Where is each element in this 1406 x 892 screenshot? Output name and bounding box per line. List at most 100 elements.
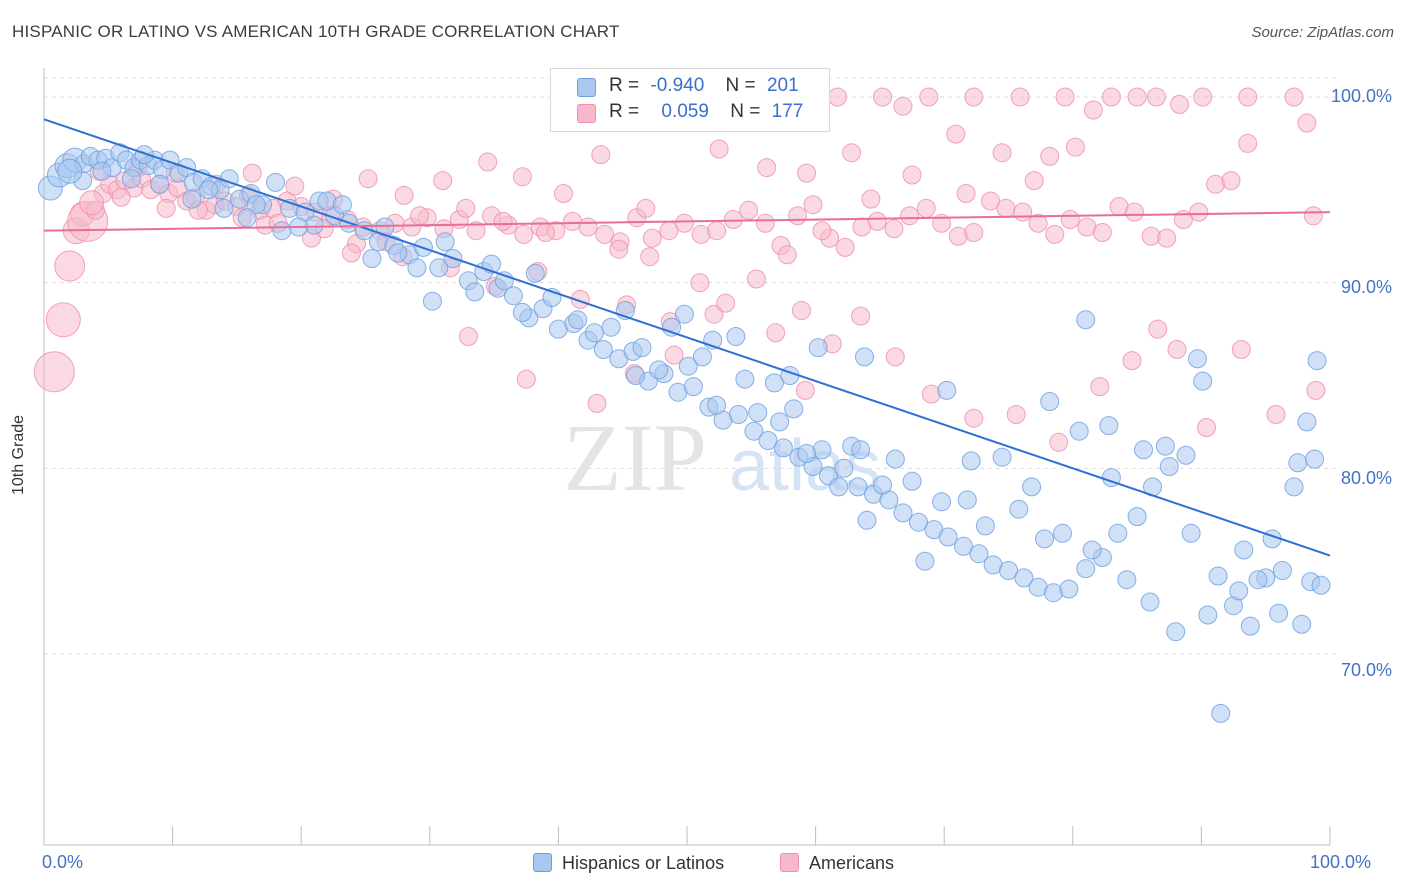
- data-point: [773, 438, 793, 458]
- data-point: [111, 187, 131, 207]
- data-point: [893, 96, 913, 116]
- y-tick-90: 90.0%: [1340, 277, 1392, 297]
- data-point: [478, 152, 498, 172]
- data-point: [975, 516, 995, 536]
- bottom-legend-americans: Americans: [780, 853, 894, 874]
- data-point: [1140, 592, 1160, 612]
- data-point: [1167, 340, 1187, 359]
- data-point: [885, 449, 905, 469]
- data-point: [808, 338, 828, 358]
- data-point: [79, 190, 105, 216]
- data-point: [503, 286, 523, 306]
- data-point: [1197, 418, 1216, 437]
- data-point: [1188, 349, 1207, 369]
- data-point: [1269, 603, 1289, 623]
- data-point: [792, 301, 811, 320]
- data-point: [902, 165, 922, 185]
- data-point: [1297, 412, 1317, 432]
- data-point: [851, 306, 871, 326]
- data-point: [341, 243, 361, 263]
- data-point: [593, 340, 613, 359]
- data-point: [465, 282, 485, 302]
- data-point: [512, 167, 532, 187]
- data-point: [1189, 202, 1209, 222]
- data-point: [587, 393, 607, 413]
- data-point: [458, 327, 478, 346]
- data-point: [1176, 445, 1196, 465]
- data-point: [748, 403, 768, 423]
- data-point: [456, 198, 476, 218]
- data-point: [1288, 453, 1308, 473]
- legend-n-value: 201: [766, 75, 799, 96]
- data-point: [1049, 432, 1069, 452]
- data-point: [964, 223, 984, 242]
- data-point: [609, 239, 629, 259]
- data-point: [777, 245, 797, 265]
- data-point: [514, 224, 534, 244]
- data-point: [1006, 405, 1026, 424]
- data-point: [626, 366, 646, 385]
- data-point: [788, 206, 808, 226]
- data-point: [214, 198, 234, 218]
- data-point: [867, 211, 887, 231]
- stats-legend: R = -0.940 N = 201 R = 0.059 N = 177: [550, 68, 830, 132]
- data-point: [1198, 605, 1218, 625]
- data-point: [1148, 319, 1168, 339]
- data-point: [33, 351, 75, 393]
- data-point: [674, 213, 694, 233]
- data-point: [707, 395, 727, 415]
- data-point: [1009, 499, 1029, 519]
- data-point: [1238, 87, 1258, 107]
- data-point: [1305, 449, 1325, 469]
- data-point: [632, 338, 652, 358]
- data-point: [1208, 566, 1228, 586]
- legend-r-label: R =: [609, 75, 640, 96]
- data-point: [1010, 87, 1030, 107]
- data-point: [512, 302, 532, 322]
- data-point: [1069, 421, 1089, 441]
- data-point: [797, 444, 817, 463]
- data-point: [861, 189, 881, 209]
- legend-label-americans: Americans: [809, 853, 895, 873]
- legend-n-label: N =: [730, 101, 761, 122]
- data-point: [1234, 540, 1254, 560]
- data-point: [932, 213, 952, 233]
- data-point: [246, 195, 266, 215]
- data-point: [746, 269, 766, 289]
- data-point: [317, 191, 337, 211]
- legend-r-value: 0.059: [661, 101, 709, 122]
- data-point: [902, 471, 922, 491]
- data-point: [728, 405, 748, 424]
- data-point: [1306, 380, 1326, 400]
- data-point: [92, 161, 112, 181]
- data-point: [1040, 392, 1060, 411]
- data-point: [422, 291, 442, 311]
- data-point: [388, 243, 408, 263]
- data-point: [1065, 137, 1085, 157]
- data-point: [921, 384, 941, 404]
- data-point: [961, 451, 981, 471]
- data-point: [536, 223, 555, 242]
- data-point: [410, 206, 429, 226]
- data-point: [1181, 523, 1201, 543]
- legend-r-value: -0.940: [650, 75, 705, 96]
- legend-n-value: 177: [771, 101, 804, 122]
- data-point: [948, 226, 968, 246]
- data-point: [956, 184, 976, 203]
- data-point: [683, 377, 703, 397]
- data-point: [394, 185, 414, 205]
- data-point: [1231, 340, 1251, 359]
- data-point: [1193, 371, 1213, 391]
- data-point: [150, 174, 170, 194]
- data-point: [716, 293, 736, 313]
- data-point: [1013, 202, 1033, 222]
- data-point: [1083, 100, 1103, 120]
- data-point: [1284, 477, 1304, 497]
- americans-trend-line: [43, 211, 1331, 232]
- data-point: [1076, 559, 1096, 579]
- data-point: [803, 195, 823, 215]
- data-point: [45, 302, 81, 338]
- data-point: [795, 380, 815, 400]
- data-point: [919, 87, 939, 107]
- data-point: [1211, 703, 1231, 723]
